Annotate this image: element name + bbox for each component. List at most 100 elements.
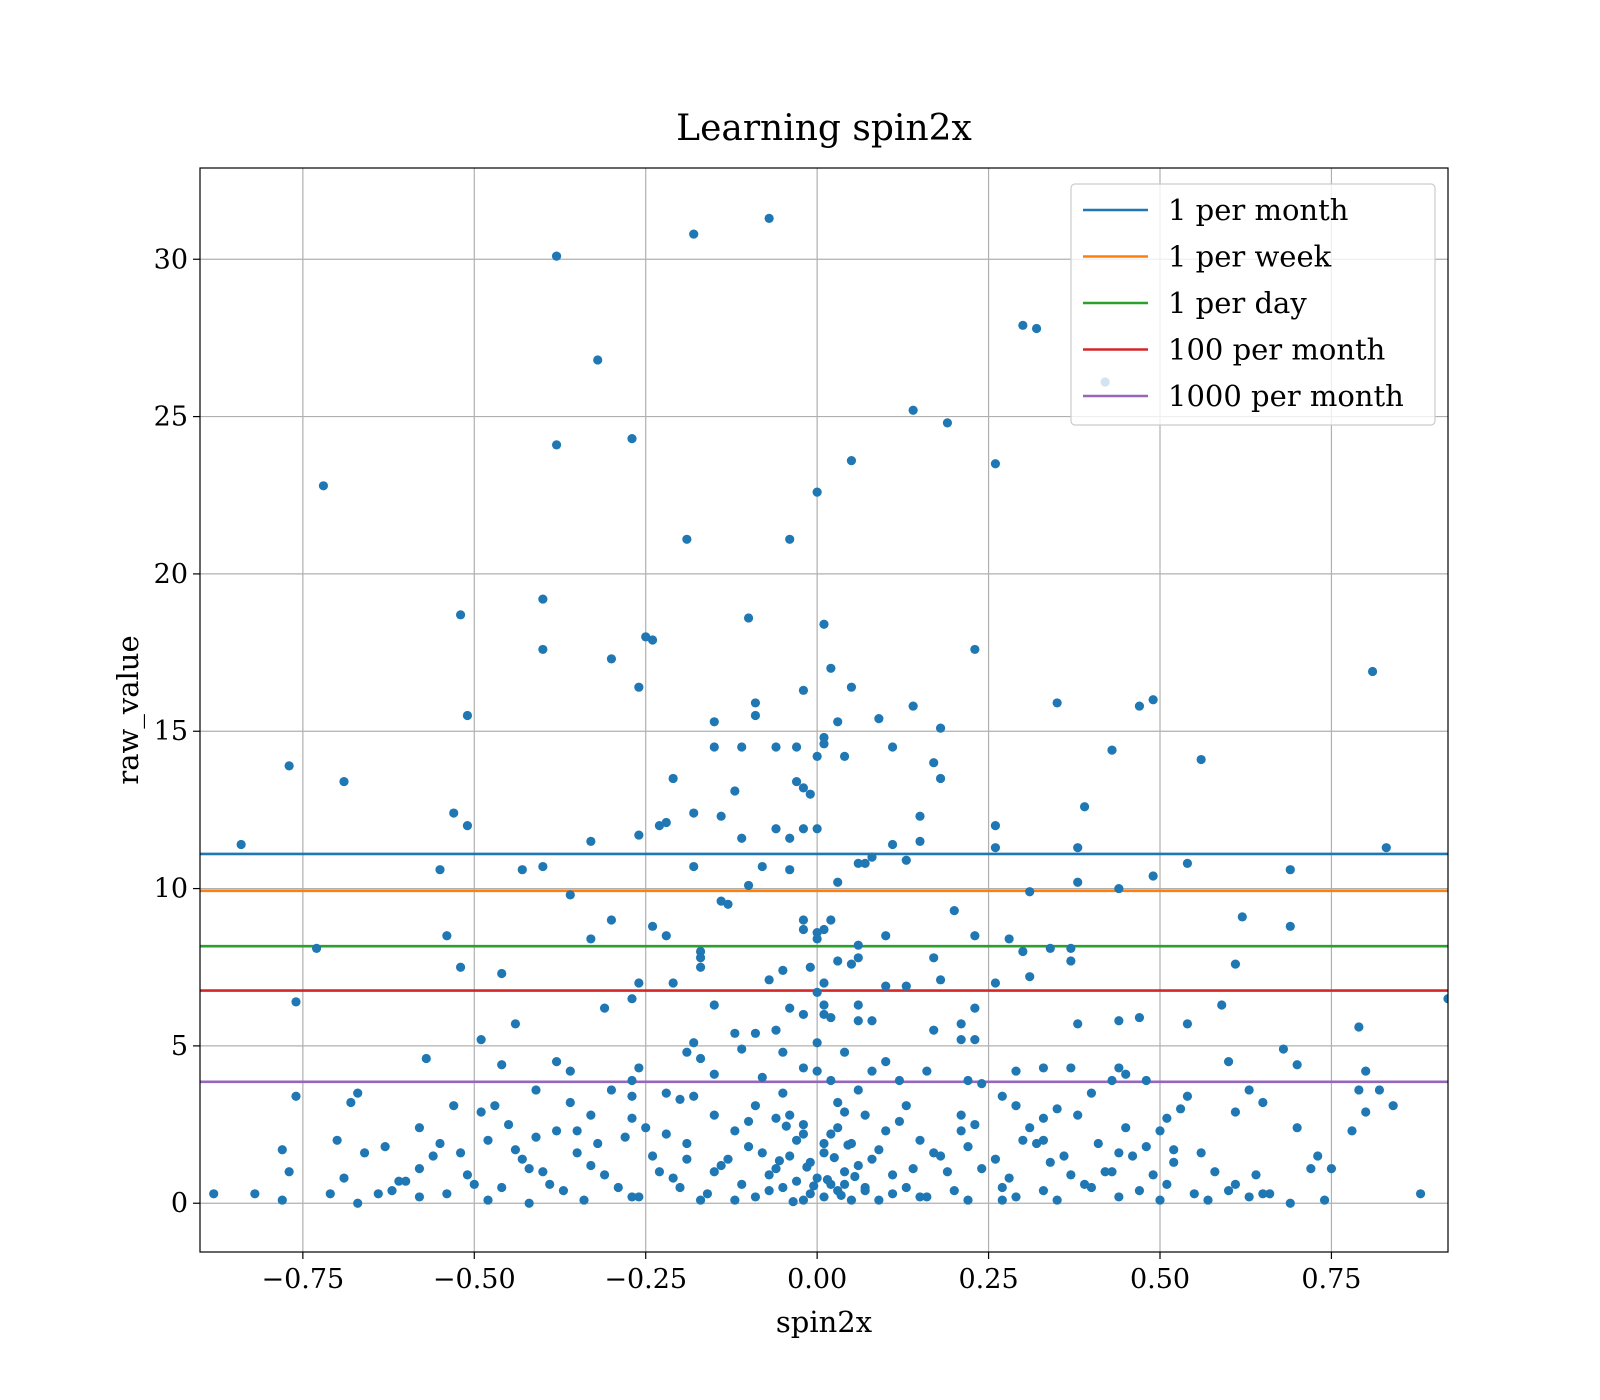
data-point: [1066, 1170, 1076, 1180]
data-point: [819, 1009, 829, 1020]
data-point: [1285, 921, 1295, 931]
data-points: [209, 213, 1448, 1208]
data-point: [1011, 1101, 1021, 1111]
y-axis-ticks: 0 5 10 15 20 25 30: [154, 244, 200, 1219]
data-point: [599, 1003, 610, 1013]
data-point: [695, 1195, 706, 1205]
data-point: [586, 1110, 596, 1120]
data-point: [853, 953, 863, 963]
data-point: [788, 1197, 798, 1207]
data-point: [421, 1053, 431, 1064]
data-point: [929, 1148, 939, 1158]
data-point: [709, 717, 719, 727]
data-point: [812, 987, 822, 998]
data-point: [908, 405, 918, 415]
data-point: [887, 1170, 898, 1180]
legend: 1 per month 1 per week 1 per day 100 per mo…: [1070, 183, 1436, 426]
data-point: [1354, 1085, 1364, 1095]
data-point: [695, 953, 706, 963]
data-point: [887, 1189, 898, 1199]
data-point: [476, 1107, 486, 1117]
data-point: [1038, 1063, 1049, 1073]
data-point: [1162, 1179, 1172, 1189]
data-point: [1107, 1075, 1117, 1086]
data-point: [846, 959, 857, 969]
data-point: [963, 1195, 973, 1205]
data-point: [949, 1186, 959, 1196]
x-tick-label: 0.75: [1301, 1264, 1361, 1295]
data-point: [929, 953, 939, 963]
data-point: [723, 899, 733, 909]
data-point: [1285, 1198, 1295, 1208]
data-point: [805, 962, 815, 972]
data-point: [1134, 1012, 1145, 1023]
data-point: [634, 1063, 644, 1073]
data-point: [627, 994, 637, 1004]
data-point: [915, 1192, 925, 1202]
data-point: [764, 975, 774, 985]
data-point: [1354, 1022, 1364, 1032]
data-point: [483, 1195, 493, 1205]
data-point: [1134, 1186, 1145, 1196]
data-point: [531, 1085, 541, 1095]
data-point: [826, 1075, 836, 1086]
data-point: [846, 682, 857, 692]
data-point: [1292, 1060, 1302, 1070]
data-point: [606, 654, 617, 664]
data-point: [853, 858, 863, 868]
data-point: [1217, 1000, 1227, 1010]
data-point: [757, 861, 767, 872]
data-point: [455, 962, 466, 972]
data-point: [517, 1154, 527, 1164]
x-tick-label: −0.25: [604, 1264, 687, 1295]
data-point: [435, 865, 445, 875]
data-point: [874, 1195, 884, 1205]
data-point: [737, 833, 747, 843]
data-point: [1443, 994, 1448, 1004]
data-point: [1244, 1085, 1254, 1095]
data-point: [833, 877, 843, 887]
data-point: [668, 1173, 678, 1183]
data-point: [709, 1167, 719, 1177]
data-point: [826, 663, 836, 673]
data-point: [1347, 1126, 1357, 1136]
data-point: [826, 1129, 836, 1139]
data-point: [1073, 843, 1083, 853]
data-point: [1018, 946, 1028, 957]
data-point: [791, 1176, 802, 1186]
data-point: [1292, 1123, 1302, 1133]
data-point: [774, 1156, 785, 1166]
data-point: [881, 1057, 891, 1067]
data-point: [1114, 1148, 1124, 1158]
data-point: [695, 1053, 706, 1064]
data-point: [586, 1160, 596, 1171]
data-point: [798, 1009, 809, 1020]
data-point: [1381, 843, 1391, 853]
data-point: [977, 1164, 987, 1174]
data-point: [565, 1097, 575, 1108]
data-point: [709, 742, 719, 752]
data-point: [1052, 698, 1062, 708]
data-point: [853, 940, 863, 950]
data-point: [826, 915, 836, 925]
y-tick-label: 25: [154, 402, 188, 433]
data-point: [819, 1192, 829, 1202]
data-point: [1182, 1091, 1193, 1101]
data-point: [1223, 1186, 1234, 1196]
data-point: [730, 1195, 740, 1205]
data-point: [1285, 865, 1295, 875]
data-point: [1018, 320, 1028, 330]
data-point: [990, 1154, 1001, 1164]
data-point: [836, 1190, 846, 1200]
data-point: [682, 1047, 692, 1057]
data-point: [1073, 877, 1083, 887]
data-point: [1066, 956, 1076, 966]
data-point: [723, 1154, 733, 1164]
data-point: [462, 710, 473, 721]
data-point: [503, 1119, 514, 1130]
data-point: [606, 1085, 617, 1095]
data-point: [839, 1107, 850, 1117]
data-point: [764, 213, 774, 223]
y-axis-label: raw_value: [111, 635, 146, 784]
data-point: [1025, 1123, 1035, 1133]
